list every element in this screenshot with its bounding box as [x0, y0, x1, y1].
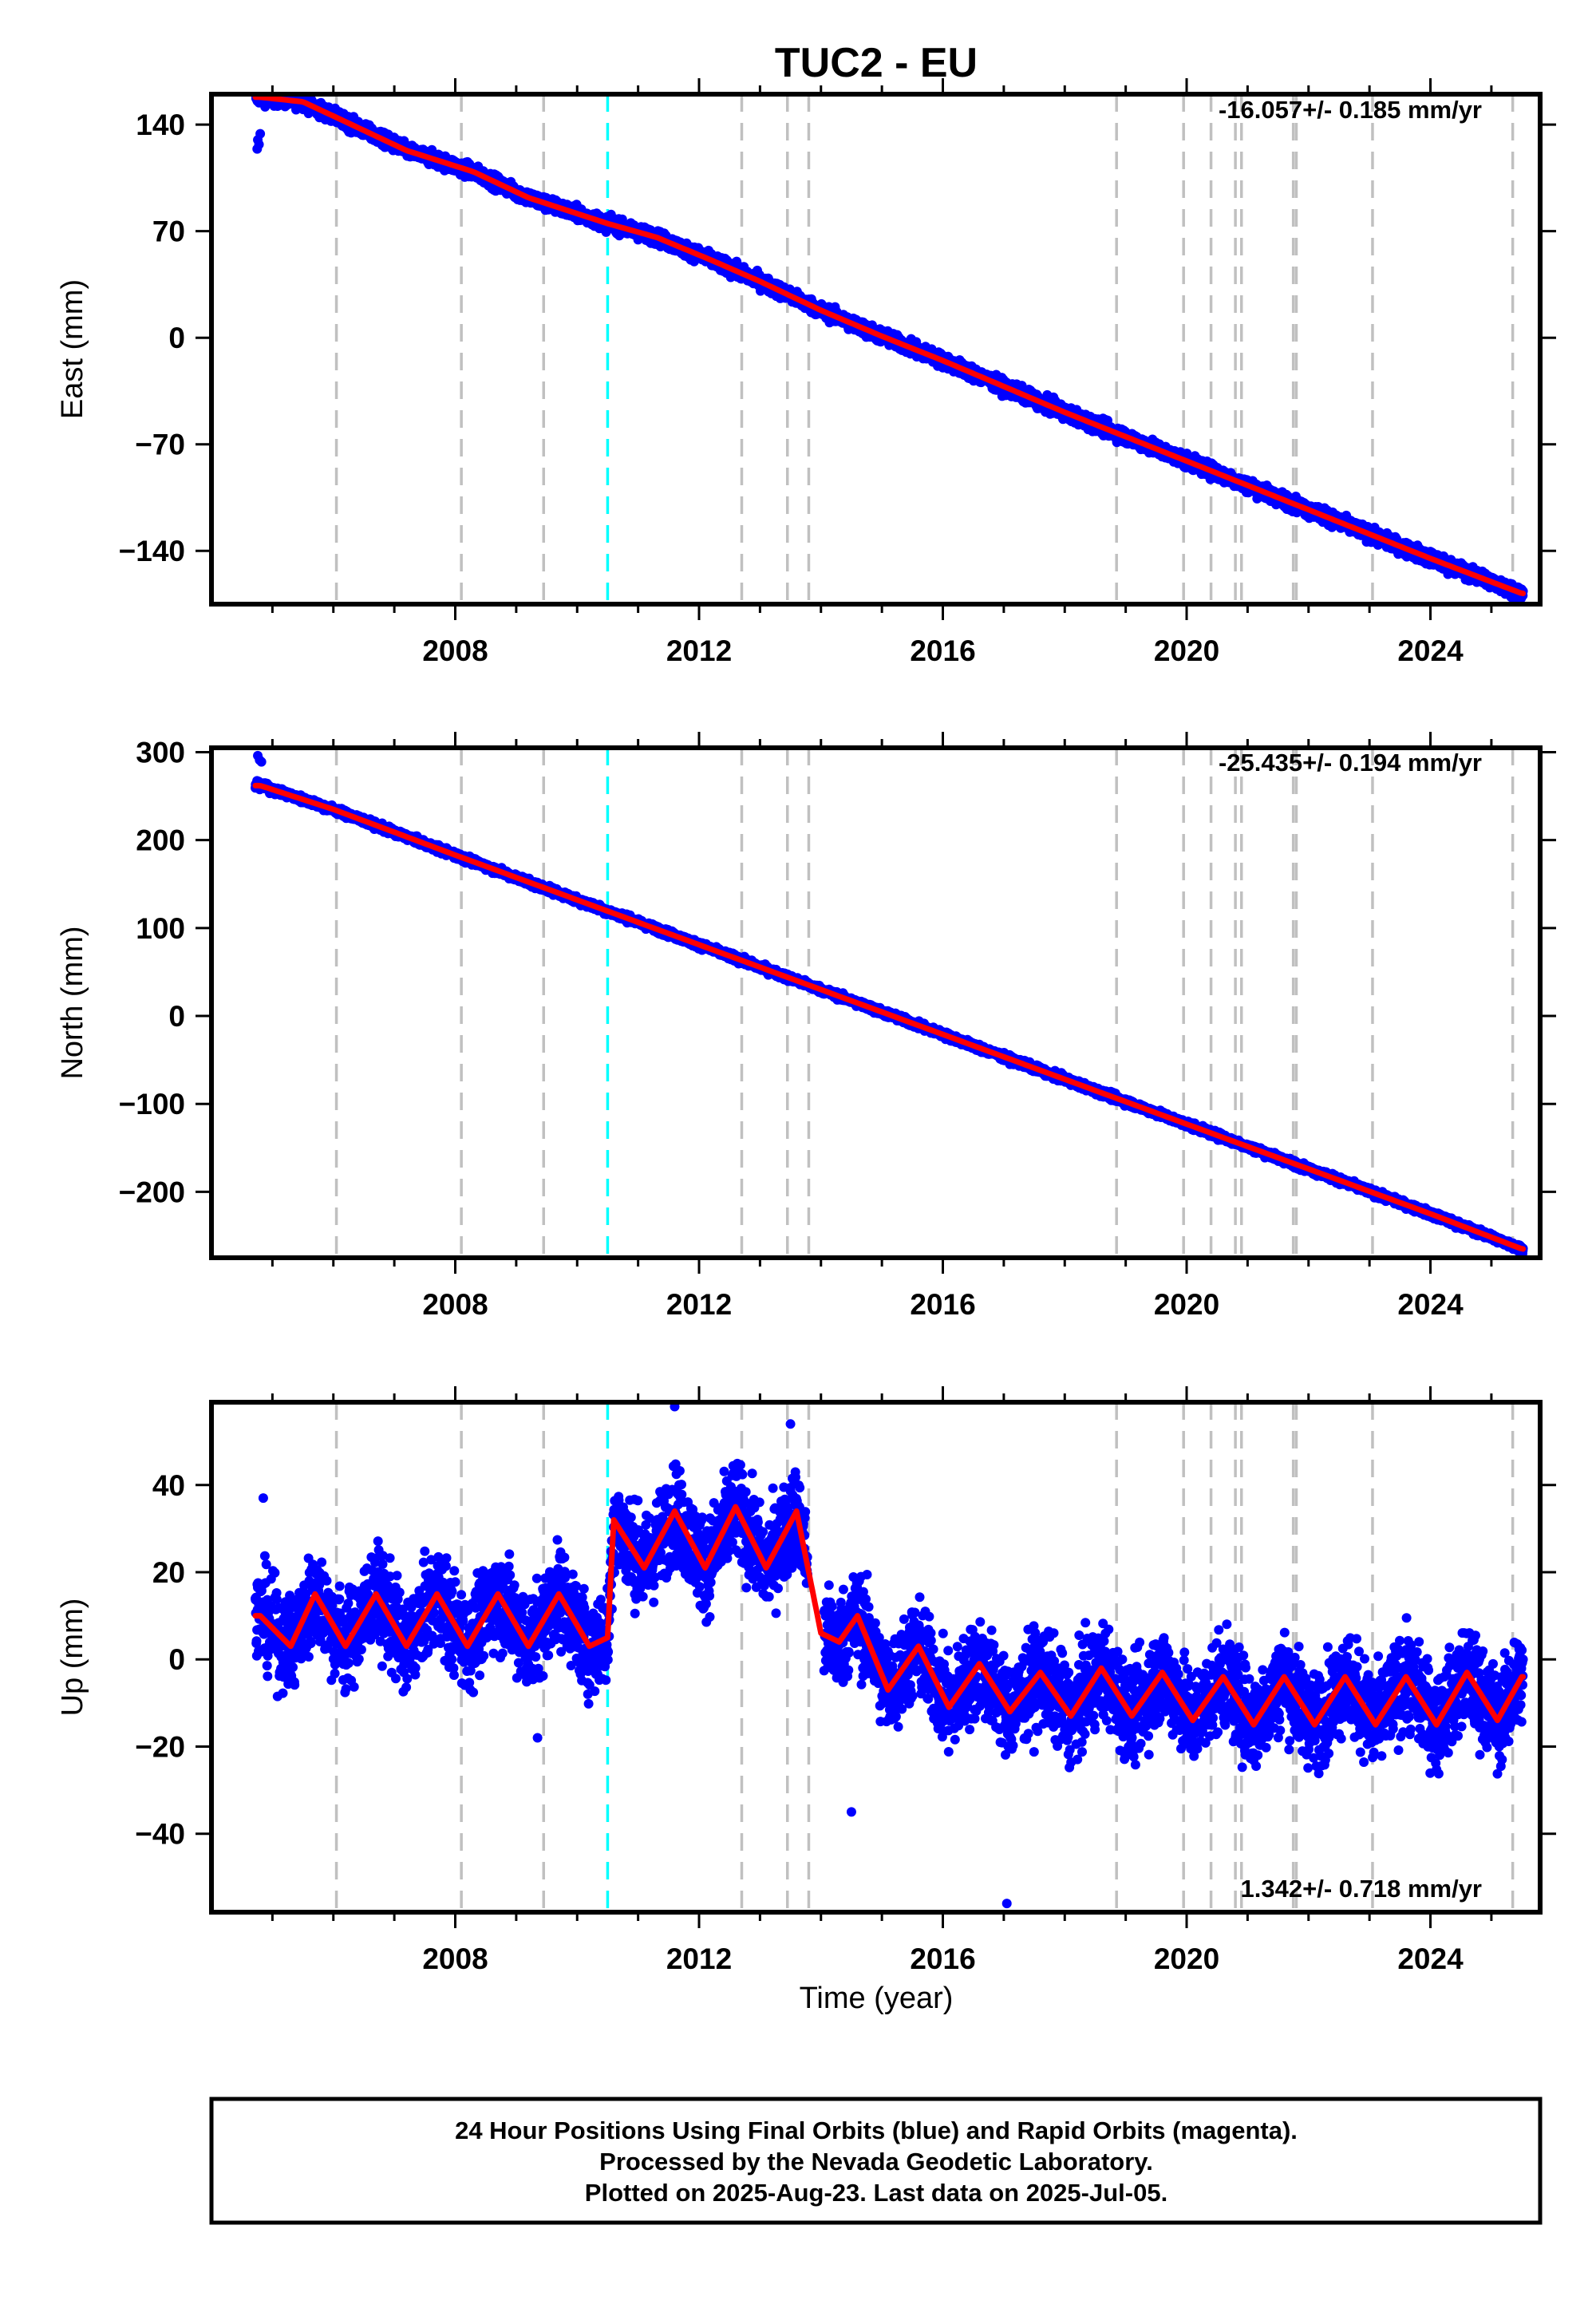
figure-title: TUC2 - EU [775, 40, 978, 86]
plot-area [251, 94, 1528, 604]
